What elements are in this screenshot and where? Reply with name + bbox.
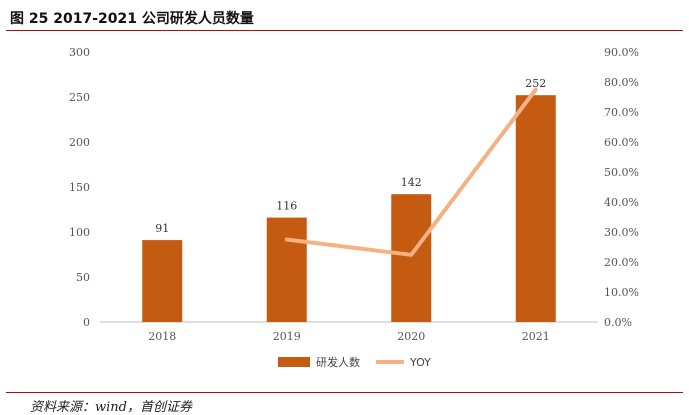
- bar: [391, 194, 431, 322]
- bar: [267, 218, 307, 322]
- y2-tick-label: 0.0%: [604, 316, 632, 329]
- data-label: 252: [525, 77, 546, 90]
- x-tick-label: 2018: [148, 330, 176, 343]
- data-label: 116: [276, 200, 297, 213]
- x-tick-label: 2021: [522, 330, 550, 343]
- y2-tick-label: 30.0%: [604, 226, 639, 239]
- left-y-axis: 0 50 100 150 200 250 300: [69, 46, 90, 329]
- data-label: 142: [401, 176, 422, 189]
- right-y-axis: 0.0% 10.0% 20.0% 30.0% 40.0% 50.0% 60.0% 70.0% 8…: [604, 46, 639, 329]
- footer-divider: [6, 392, 683, 393]
- y2-tick-label: 90.0%: [604, 46, 639, 59]
- y-tick-label: 200: [69, 136, 90, 149]
- y-tick-label: 150: [69, 181, 90, 194]
- source-note: 资料来源：wind，首创证券: [30, 396, 192, 415]
- y-tick-label: 250: [69, 91, 90, 104]
- data-label: 91: [155, 222, 169, 235]
- y-tick-label: 0: [83, 316, 90, 329]
- y2-tick-label: 60.0%: [604, 136, 639, 149]
- legend: 研发人数 YOY: [278, 355, 431, 369]
- y2-tick-label: 50.0%: [604, 166, 639, 179]
- legend-line-label: YOY: [409, 356, 431, 369]
- legend-bar-label: 研发人数: [316, 355, 360, 369]
- y2-tick-label: 80.0%: [604, 76, 639, 89]
- bar-series: [142, 95, 556, 322]
- y-tick-label: 100: [69, 226, 90, 239]
- bar: [142, 240, 182, 322]
- x-axis: 2018 2019 2020 2021: [148, 330, 550, 343]
- x-tick-label: 2019: [273, 330, 301, 343]
- chart-area: 0 50 100 150 200 250 300 0.0% 10.0% 20.0% 30.0% 40…: [0, 0, 689, 392]
- x-tick-label: 2020: [397, 330, 425, 343]
- y2-tick-label: 70.0%: [604, 106, 639, 119]
- y-tick-label: 50: [76, 271, 90, 284]
- y2-tick-label: 10.0%: [604, 286, 639, 299]
- bar: [516, 95, 556, 322]
- legend-bar-swatch: [278, 357, 310, 367]
- y-tick-label: 300: [69, 46, 90, 59]
- y2-tick-label: 20.0%: [604, 256, 639, 269]
- y2-tick-label: 40.0%: [604, 196, 639, 209]
